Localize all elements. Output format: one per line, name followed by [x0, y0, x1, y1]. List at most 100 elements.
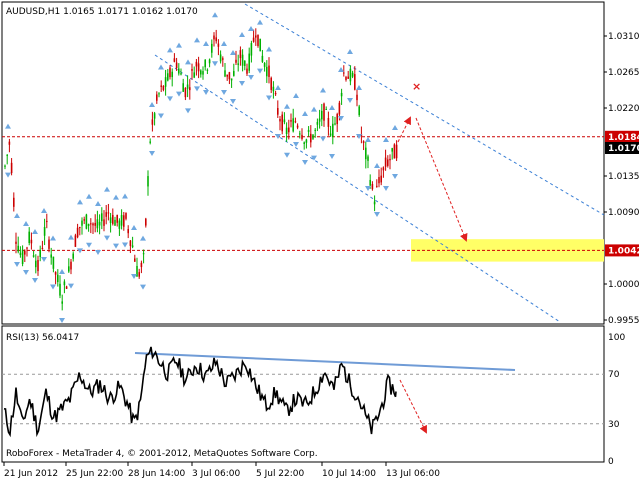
candle-body: [114, 219, 116, 226]
candle-body: [237, 63, 239, 65]
fractal-down-marker: [194, 86, 200, 92]
candle-body: [195, 61, 198, 67]
time-axis: 21 Jun 2012 25 Jun 22:00 28 Jun 14:00 3 Jul…: [3, 462, 440, 479]
candle-body: [314, 129, 316, 131]
fractal-down-marker: [257, 68, 263, 74]
candle-body: [325, 108, 327, 110]
candle-body: [305, 139, 308, 143]
candle-body: [382, 167, 385, 171]
candle-body: [142, 253, 145, 255]
candle-body: [105, 212, 107, 217]
candle-body: [54, 272, 57, 275]
candle-body: [206, 69, 209, 71]
candle-body: [149, 141, 151, 143]
price-tick-label: 1.0000: [608, 280, 640, 290]
candle-body: [19, 252, 22, 256]
candle-body: [118, 220, 121, 229]
candle-body: [233, 71, 235, 76]
time-tick-label: 21 Jun 2012: [4, 469, 58, 479]
candle-body: [371, 184, 374, 190]
candle-body: [191, 69, 193, 71]
candle-body: [200, 70, 202, 75]
candle-body: [318, 118, 321, 122]
candle-body: [365, 147, 367, 160]
candle-body: [290, 120, 292, 122]
fractal-up-marker: [149, 102, 155, 107]
candle-body: [136, 265, 138, 277]
candle-body: [296, 125, 299, 128]
candle-body: [151, 119, 154, 125]
candle-body: [21, 249, 24, 265]
candle-body: [215, 37, 217, 42]
candle-body: [186, 84, 189, 89]
candle-body: [76, 227, 79, 238]
forecast-up-arrow: [397, 116, 411, 143]
candle-body: [219, 54, 222, 62]
candle-body: [257, 34, 259, 46]
candle-body: [277, 108, 279, 115]
candle-body: [211, 43, 213, 53]
candle-body: [393, 144, 396, 159]
candle-body: [373, 201, 376, 205]
candle-body: [369, 179, 371, 186]
fractal-up-marker: [347, 49, 353, 54]
candle-body: [43, 227, 46, 236]
rsi-axis: 100 70 30 0: [608, 333, 625, 467]
fractal-up-marker: [320, 87, 326, 93]
candle-body: [41, 247, 44, 249]
candle-body: [167, 73, 169, 81]
candlesticks: [4, 28, 398, 311]
rsi-header: RSI(13) 56.0417: [6, 333, 79, 343]
candle-body: [340, 92, 343, 97]
fractal-down-marker: [140, 284, 146, 290]
fractal-up-marker: [284, 103, 290, 109]
candle-body: [138, 272, 140, 277]
candle-body: [79, 226, 81, 229]
candle-body: [204, 59, 206, 68]
candle-body: [120, 215, 123, 226]
fractal-up-marker: [257, 19, 263, 25]
current-price-label-bg: [605, 142, 639, 154]
candle-body: [279, 118, 281, 122]
rsi-line: [3, 346, 397, 438]
fractal-down-marker: [50, 284, 56, 290]
candle-body: [13, 197, 15, 207]
fractal-down-marker: [104, 235, 110, 241]
candle-body: [178, 68, 180, 74]
candle-body: [81, 220, 83, 226]
fractal-up-marker: [140, 235, 146, 241]
candle-body: [299, 133, 301, 135]
fractal-up-marker: [311, 106, 317, 112]
candle-body: [173, 58, 176, 62]
fractal-down-marker: [347, 98, 353, 103]
candle-body: [8, 141, 11, 145]
candle-body: [59, 283, 61, 296]
rsi-levels: [2, 373, 604, 425]
candle-body: [193, 72, 195, 78]
candle-body: [329, 133, 332, 136]
time-tick-label: 13 Jul 06:00: [386, 469, 440, 479]
fractal-down-marker: [338, 116, 344, 121]
candle-body: [15, 241, 17, 244]
candle-body: [362, 141, 365, 144]
candle-body: [101, 213, 103, 222]
candle-body: [323, 103, 325, 121]
candle-body: [10, 162, 13, 174]
candle-body: [158, 93, 160, 95]
candle-body: [145, 218, 147, 226]
resistance-label: 1.0184: [608, 133, 640, 143]
fractal-up-marker: [338, 67, 344, 72]
candle-body: [351, 72, 354, 77]
candle-body: [321, 110, 323, 120]
fractal-up-marker: [293, 93, 299, 98]
candle-body: [72, 253, 74, 259]
candle-body: [182, 83, 184, 92]
fractal-up-marker: [185, 59, 191, 65]
forecast-arrows: ×: [397, 80, 468, 242]
candle-body: [57, 274, 59, 283]
resistance-label-bg: [605, 130, 639, 143]
candle-body: [332, 123, 334, 137]
fractal-down-marker: [68, 283, 74, 289]
fractal-down-marker: [149, 151, 155, 156]
